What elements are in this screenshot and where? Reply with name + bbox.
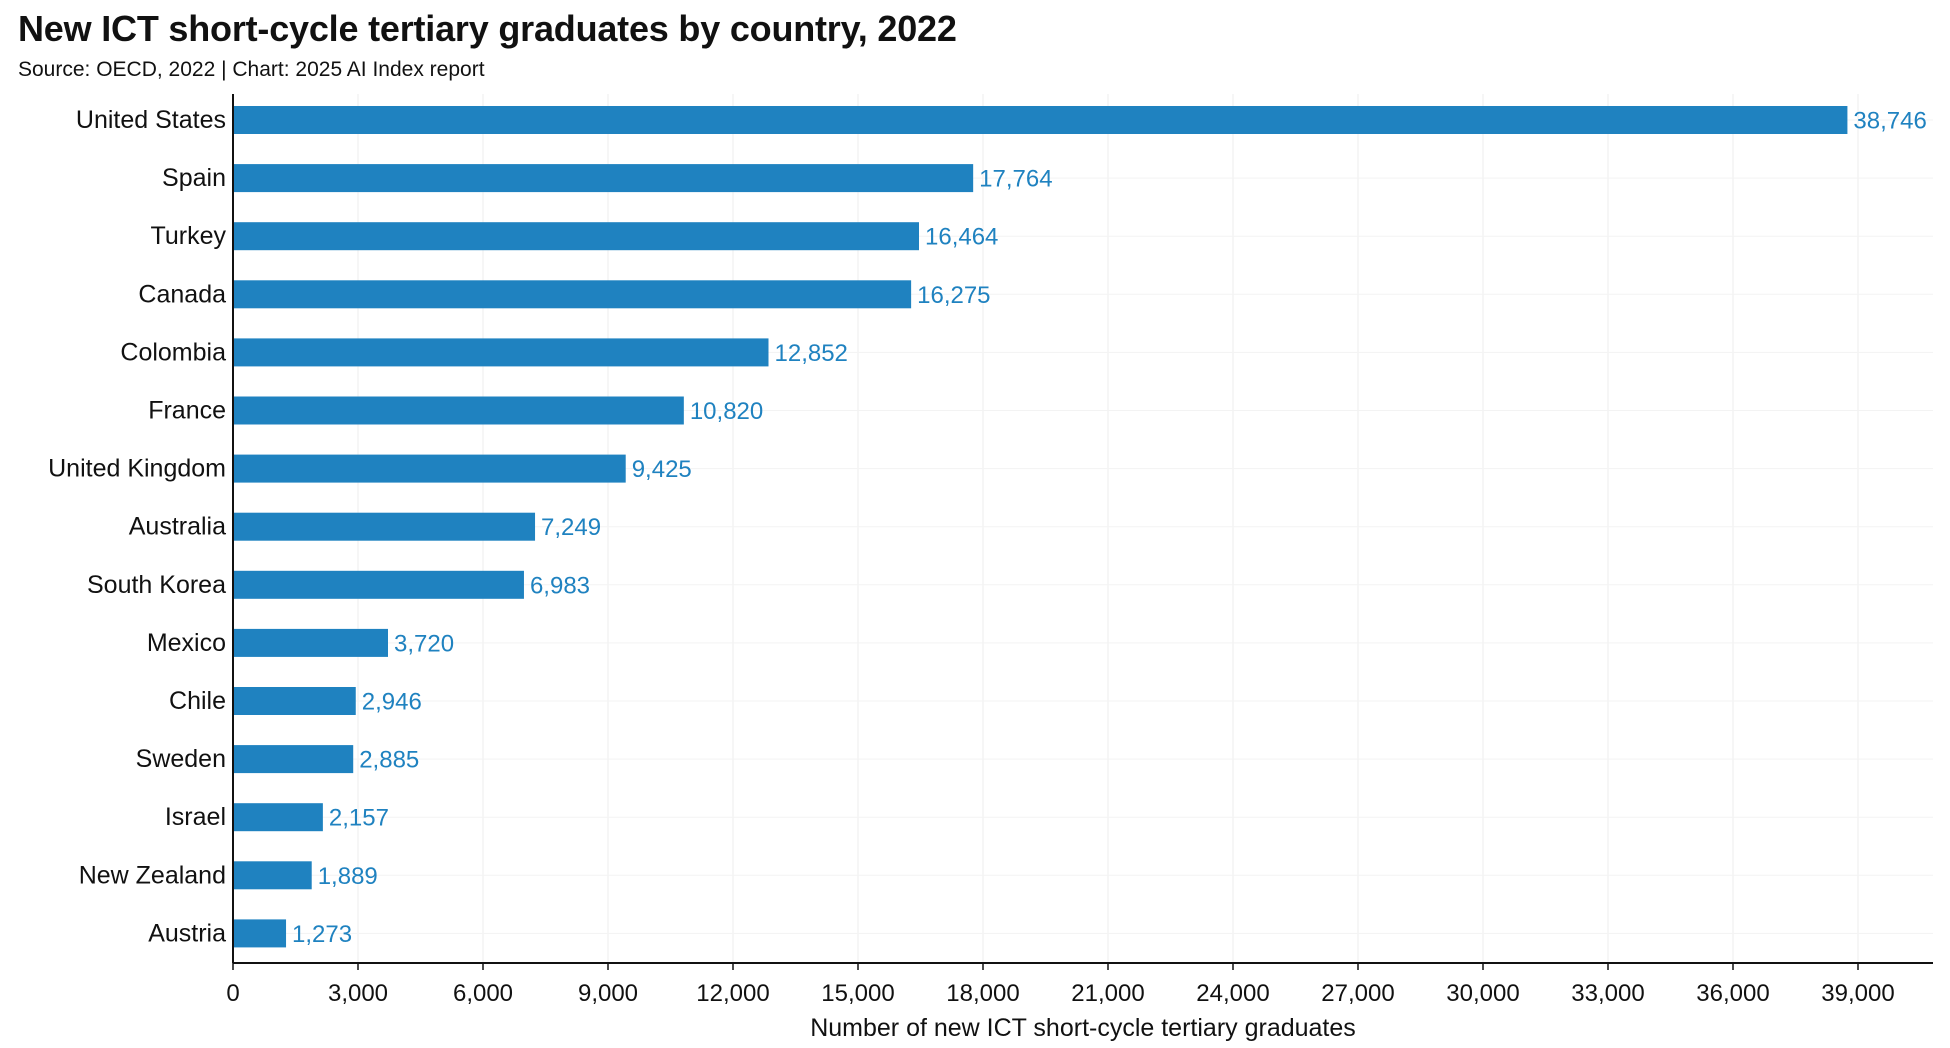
x-tick-label: 27,000 [1321,980,1394,1007]
category-label: Austria [148,919,226,947]
value-label: 10,820 [690,398,763,425]
bar-france [233,396,684,425]
x-tick-label: 12,000 [696,980,769,1007]
bar-colombia [233,338,769,367]
category-label: Canada [138,280,226,308]
chart-title: New ICT short-cycle tertiary graduates b… [18,8,957,49]
category-label: New Zealand [79,861,226,889]
bar-australia [233,512,536,541]
x-tick-label: 9,000 [578,980,638,1007]
bar-new-zealand [233,861,312,890]
bar-israel [233,803,323,832]
value-label: 38,746 [1853,108,1926,135]
category-label: France [148,397,226,425]
bar-austria [233,919,287,948]
category-label: Spain [162,164,226,192]
bar-united-kingdom [233,454,626,483]
chart-subtitle: Source: OECD, 2022 | Chart: 2025 AI Inde… [18,58,485,81]
bar-sweden [233,745,354,774]
x-tick-label: 0 [226,980,239,1007]
category-label: South Korea [87,571,226,599]
category-label: Mexico [147,629,226,657]
value-label: 9,425 [632,456,692,483]
category-label: Turkey [151,222,227,250]
x-tick-label: 21,000 [1071,980,1144,1007]
value-label: 1,889 [318,863,378,890]
value-label: 2,157 [329,805,389,832]
category-label: Chile [169,687,226,715]
bars-layer [233,106,1848,948]
category-label: Australia [129,513,226,541]
x-tick-label: 24,000 [1196,980,1269,1007]
x-tick-label: 18,000 [946,980,1019,1007]
value-label: 16,275 [917,282,990,309]
x-tick-label: 39,000 [1821,980,1894,1007]
value-label: 17,764 [979,166,1052,193]
bar-chile [233,687,356,715]
x-tick-label: 15,000 [821,980,894,1007]
labels-layer: United States 38,746 Spain 17,764 Turkey 16,4… [48,106,1927,948]
value-label: 12,852 [775,340,848,367]
value-label: 2,885 [359,747,419,774]
x-tick-label: 3,000 [328,980,388,1007]
value-label: 6,983 [530,572,590,599]
bar-spain [233,164,974,193]
category-label: United Kingdom [48,455,226,483]
x-axis-title: Number of new ICT short-cycle tertiary g… [810,1014,1356,1042]
bar-turkey [233,222,919,251]
x-tick-label: 33,000 [1571,980,1644,1007]
x-tick-label: 36,000 [1696,980,1769,1007]
value-label: 3,720 [394,630,454,657]
value-label: 7,249 [541,514,601,541]
bar-south-korea [233,570,524,599]
category-label: Sweden [136,745,226,773]
x-tick-label: 30,000 [1446,980,1519,1007]
x-tick-label: 6,000 [453,980,513,1007]
axis-layer: 0 3,000 6,000 9,000 12,000 15,000 18,000 21,000… [226,94,1933,1007]
bar-mexico [233,628,388,657]
category-label: Colombia [120,338,226,366]
category-label: Israel [165,803,226,831]
value-label: 1,273 [292,921,352,948]
bar-united-states [233,106,1848,134]
value-label: 16,464 [925,224,998,251]
category-label: United States [76,106,226,134]
value-label: 2,946 [362,689,422,716]
bar-canada [233,280,912,309]
